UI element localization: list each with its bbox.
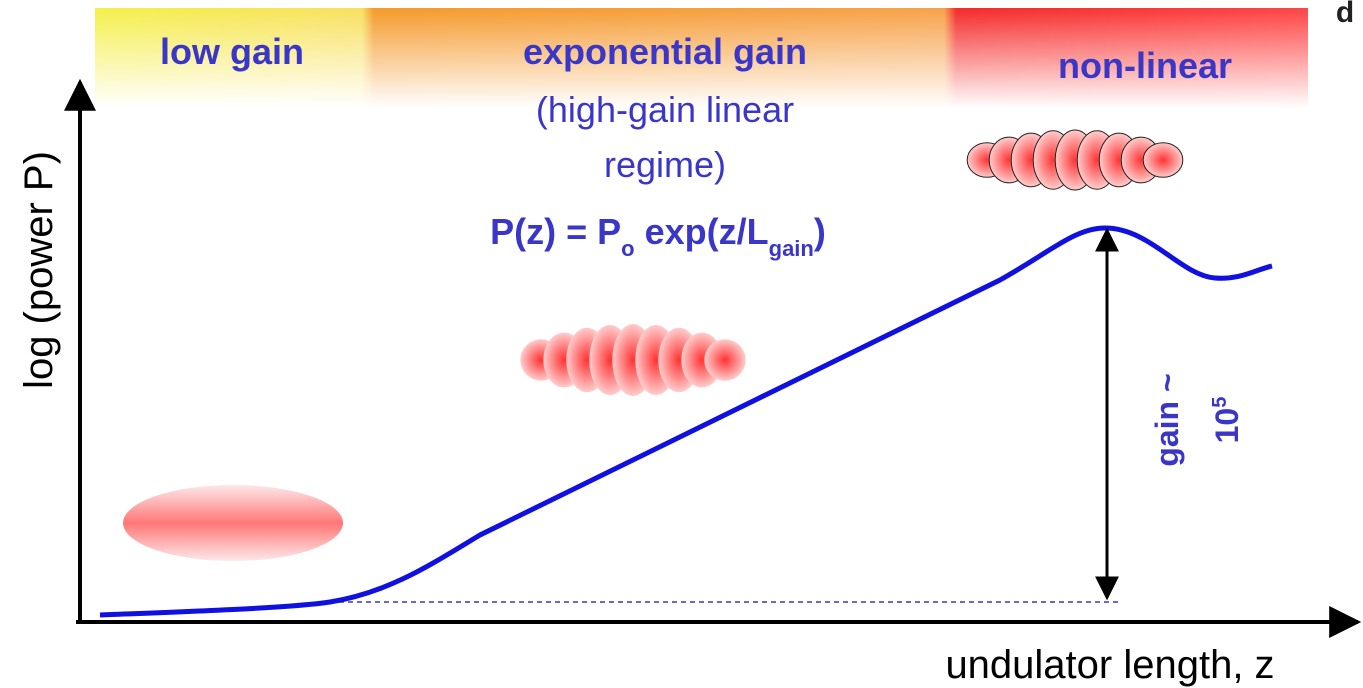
corner-text: d [1336,0,1354,29]
gain-exponent: 5 [1209,397,1231,408]
formula-part: P(z) = P [490,211,621,252]
x-axis-label: undulator length, z [945,643,1274,687]
gain-label: gain ~ [1149,373,1185,466]
region-label: low gain [160,31,304,72]
formula-subscript: gain [769,236,814,261]
gain-base: 10 [1209,408,1245,444]
region-label: non-linear [1058,45,1232,86]
page: {"regions": {"low": "low gain", "exponen… [0,0,1363,688]
microbunched-beam [520,324,745,396]
electron-bunch [123,485,343,561]
formula-part: ) [814,211,826,252]
region-label: exponential gain [523,31,807,72]
gain-label: 105 [1209,397,1245,444]
subtitle-line: regime) [604,144,726,185]
bunch-slice [1143,143,1183,178]
y-axis-label: log (power P) [17,151,61,389]
formula-subscript: o [621,236,634,261]
formula-part: exp(z/L [635,211,769,252]
bunch-slice [704,339,745,381]
saturated-beam [967,130,1183,190]
subtitle-line: (high-gain linear [536,89,794,130]
formula: P(z) = Po exp(z/Lgain) [490,211,826,261]
diagram: d low gain exponential gain non-linear (… [0,0,1363,688]
